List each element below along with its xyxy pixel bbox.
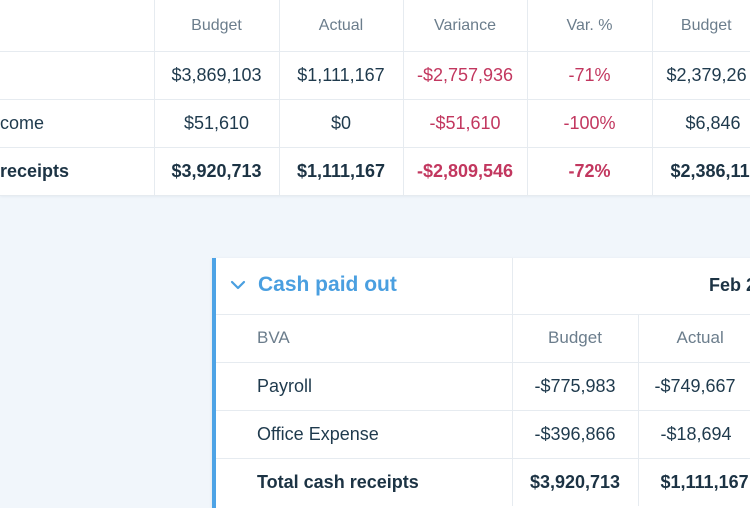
chevron-down-icon[interactable] [230, 277, 246, 293]
table-row: Office Expense -$396,866 -$18,694 [216, 410, 750, 459]
cell-budget: -$775,983 [512, 362, 639, 411]
row-label: Office Expense [216, 410, 513, 459]
cell-variance: -$2,757,936 [403, 51, 528, 100]
cell-actual: $0 [279, 99, 404, 148]
cash-paid-out-table: Cash paid out Feb 27 BVA Budget Actual P… [216, 258, 750, 506]
sub-header-label: BVA [216, 314, 513, 363]
row-label-text: come [0, 112, 45, 133]
total-budget-next: $2,386,11 [652, 147, 750, 196]
total-label: Total cash receipts [216, 458, 513, 506]
cell-variance: -$51,610 [403, 99, 528, 148]
total-budget: $3,920,713 [154, 147, 280, 196]
table-row: come $51,610 $0 -$51,610 -100% $6,846 [0, 99, 750, 148]
total-variance: -$2,809,546 [403, 147, 528, 196]
cell-actual: -$749,667 [638, 362, 750, 411]
cell-actual: $1,111,167 [279, 51, 404, 100]
cell-budget-next: $6,846 [652, 99, 750, 148]
cash-paid-out-card: Cash paid out Feb 27 BVA Budget Actual P… [212, 258, 750, 508]
column-header-actual: Actual [279, 0, 404, 52]
total-var-pct: -72% [527, 147, 653, 196]
column-header-budget: Budget [512, 314, 639, 363]
column-header-budget: Budget [154, 0, 280, 52]
table-row: $3,869,103 $1,111,167 -$2,757,936 -71% $… [0, 51, 750, 100]
column-header-var-pct: Var. % [527, 0, 653, 52]
total-label: receipts [0, 147, 155, 196]
total-row: receipts $3,920,713 $1,111,167 -$2,809,5… [0, 147, 750, 196]
column-header-actual: Actual [638, 314, 750, 363]
row-label [0, 51, 155, 100]
cell-budget: $51,610 [154, 99, 280, 148]
column-header-budget-next: Budget [652, 0, 750, 52]
section-title[interactable]: Cash paid out [230, 273, 397, 297]
total-row: Total cash receipts $3,920,713 $1,111,16… [216, 458, 750, 506]
section-toggle[interactable]: Cash paid out [216, 258, 513, 315]
cell-var-pct: -71% [527, 51, 653, 100]
section-title-text: Cash paid out [258, 273, 397, 297]
cell-budget-next: $2,379,26 [652, 51, 750, 100]
cell-budget: $3,869,103 [154, 51, 280, 100]
column-header-variance: Variance [403, 0, 528, 52]
header-label-cell [0, 0, 155, 52]
cell-budget: -$396,866 [512, 410, 639, 459]
section-header-row: Cash paid out Feb 27 [216, 258, 750, 315]
total-actual: $1,111,167 [660, 471, 749, 492]
cash-receipts-bva-card: Budget Actual Variance Var. % Budget $3,… [0, 0, 750, 196]
cash-receipts-table: Budget Actual Variance Var. % Budget $3,… [0, 0, 750, 196]
total-actual: $1,111,167 [279, 147, 404, 196]
total-label-text: receipts [0, 160, 70, 181]
cell-actual: -$18,694 [638, 410, 750, 459]
cell-var-pct: -100% [527, 99, 653, 148]
table-header-row: Budget Actual Variance Var. % Budget [0, 0, 750, 52]
sub-header-row: BVA Budget Actual [216, 314, 750, 363]
row-label: come [0, 99, 155, 148]
date-column-header: Feb 27 [512, 258, 750, 315]
table-row: Payroll -$775,983 -$749,667 [216, 362, 750, 411]
row-label: Payroll [216, 362, 513, 411]
total-budget: $3,920,713 [512, 458, 639, 506]
